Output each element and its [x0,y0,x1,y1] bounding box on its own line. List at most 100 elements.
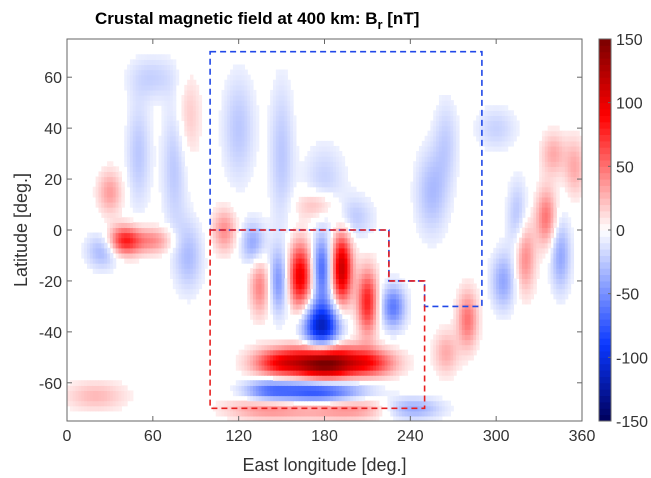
heatmap-cell [235,95,240,101]
heatmap-cell [461,349,466,356]
heatmap-cell [98,268,102,274]
heatmap-cell [141,201,145,208]
heatmap-cell [104,252,108,259]
heatmap-cell [238,95,243,101]
heatmap-cell [287,100,291,106]
heatmap-cell [313,339,317,346]
heatmap-cell [212,222,217,229]
heatmap-cell [464,314,469,320]
heatmap-cell [92,400,97,407]
heatmap-cell [413,161,417,167]
heatmap-cell [447,171,451,178]
heatmap-cell [235,115,240,122]
heatmap-cell [304,201,308,208]
heatmap-cell [353,370,357,376]
heatmap-cell [252,364,257,371]
heatmap-cell [327,349,331,356]
heatmap-cell [250,390,254,397]
title-main: Crustal magnetic field at 400 km: B [95,9,377,28]
heatmap-cell [396,349,400,356]
heatmap-cell [107,390,111,397]
heatmap-cell [361,258,366,264]
heatmap-cell [479,120,483,127]
heatmap-cell [513,176,517,183]
heatmap-cell [293,293,297,300]
heatmap-cell [167,196,171,203]
heatmap-cell [241,237,245,244]
heatmap-cell [390,400,394,407]
heatmap-cell [441,125,446,132]
heatmap-cell [190,242,194,249]
heatmap-cell [190,110,194,116]
heatmap-cell [132,84,137,91]
heatmap-cell [258,222,263,229]
heatmap-cell [149,145,154,152]
heatmap-cell [313,166,317,173]
heatmap-cell [284,385,288,392]
heatmap-cell [138,89,142,96]
heatmap-cell [278,207,283,213]
heatmap-cell [424,410,429,417]
heatmap-cell [127,258,131,264]
heatmap-cell [396,273,400,279]
heatmap-cell [418,186,423,193]
heatmap-cell [367,334,371,341]
heatmap-cell [275,79,280,86]
heatmap-cell [295,370,300,376]
heatmap-cell [141,237,145,244]
heatmap-cell [258,237,263,244]
heatmap-cell [324,293,328,300]
heatmap-cell [513,201,517,208]
heatmap-cell [224,166,228,173]
heatmap-cell [436,349,440,356]
heatmap-cell [396,354,400,361]
heatmap-cell [221,110,225,116]
heatmap-cell [295,222,300,229]
heatmap-cell [181,288,185,295]
heatmap-cell [373,349,377,356]
heatmap-cell [427,181,431,188]
heatmap-cell [510,227,514,234]
title-suffix: [nT] [383,9,420,28]
heatmap-cell [293,390,297,397]
heatmap-cell [438,176,443,183]
heatmap-cell [350,308,354,315]
heatmap-cell [315,329,320,336]
heatmap-cell [335,370,340,376]
heatmap-cell [290,349,294,356]
heatmap-cell [310,410,314,417]
heatmap-cell [287,380,291,386]
heatmap-cell [310,314,314,320]
heatmap-cell [132,79,137,86]
heatmap-cell [318,375,323,381]
heatmap-cell [149,135,154,142]
heatmap-cell [467,334,472,341]
heatmap-cell [290,135,294,142]
heatmap-cell [447,151,451,157]
heatmap-cell [250,166,254,173]
heatmap-cell [230,69,234,76]
heatmap-cell [327,237,331,244]
heatmap-cell [115,395,120,402]
heatmap-cell [458,288,463,295]
heatmap-cell [367,303,371,310]
heatmap-cell [293,268,297,274]
heatmap-cell [376,405,380,412]
heatmap-cell [341,370,346,376]
heatmap-cell [330,410,334,417]
heatmap-cell [304,263,308,269]
heatmap-cell [438,334,443,341]
heatmap-cell [444,161,449,167]
heatmap-cell [227,135,231,142]
heatmap-cell [267,400,271,407]
heatmap-cell [484,120,489,127]
heatmap-cell [416,217,420,223]
heatmap-cell [321,273,326,279]
heatmap-cell [267,237,271,244]
heatmap-cell [378,339,383,346]
heatmap-cell [355,375,360,381]
heatmap-cell [124,151,128,157]
heatmap-cell [281,69,286,76]
heatmap-cell [370,349,374,356]
heatmap-cell [138,74,142,81]
